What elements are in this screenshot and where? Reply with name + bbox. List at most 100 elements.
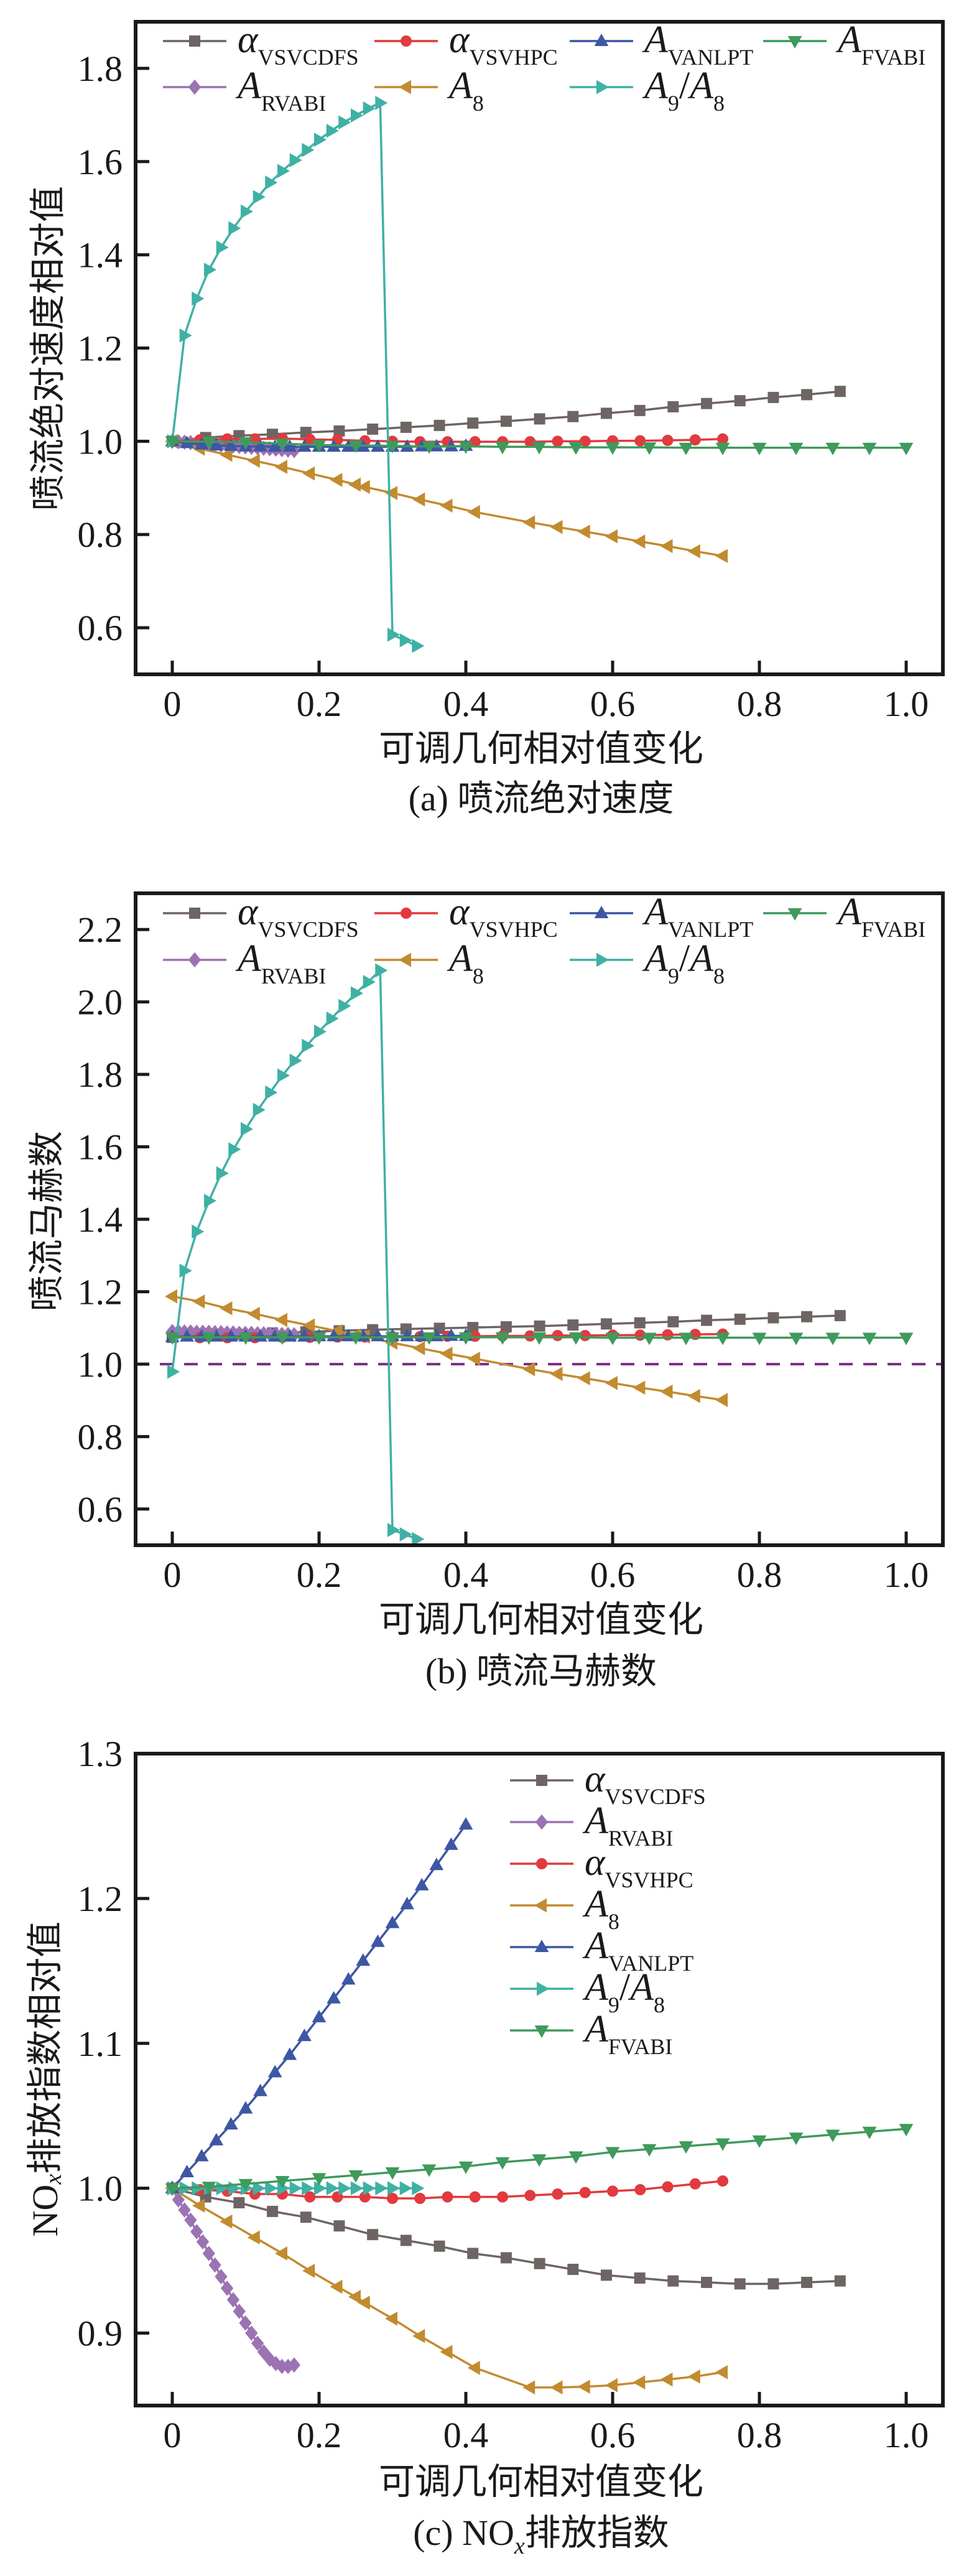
series-c-a_fvabi bbox=[165, 2124, 914, 2196]
point-c-a9_a8-16 bbox=[363, 2181, 376, 2196]
legend-label-b-a_8-part-0: A bbox=[447, 937, 473, 980]
x-tick-label-a-0: 0 bbox=[164, 684, 182, 724]
point-a-a9_a8-4 bbox=[216, 240, 229, 255]
legend-entry-b-alpha_vsvhpc: αVSVHPC bbox=[374, 891, 558, 942]
point-a-a_fvabi-4 bbox=[312, 440, 327, 453]
point-a-a_8-6 bbox=[330, 473, 343, 487]
legend-entry-a-a_rvabi: ARVABI bbox=[163, 65, 326, 116]
legend-label-b-a_rvabi-part-1: RVABI bbox=[261, 964, 326, 988]
point-c-alpha_vsvhpc-13 bbox=[524, 2190, 536, 2202]
y-tick-label-c-0: 0.9 bbox=[78, 2313, 123, 2354]
point-a-a_fvabi-0 bbox=[165, 436, 180, 449]
point-a-a_8-15 bbox=[577, 524, 590, 539]
point-c-a_vanlpt-15 bbox=[385, 1915, 400, 1928]
series-c-a_rvabi bbox=[165, 2180, 301, 2374]
legend-label-c-alpha_vsvhpc-part-1: VSVHPC bbox=[605, 1867, 693, 1892]
legend-label-a-alpha_vsvhpc-part-0: α bbox=[449, 19, 470, 61]
point-a-alpha_vsvhpc-14 bbox=[552, 435, 563, 447]
point-b-a_8-20 bbox=[715, 1393, 728, 1407]
point-c-a_vanlpt-14 bbox=[371, 1934, 385, 1947]
point-c-a_rvabi-4 bbox=[190, 2224, 203, 2239]
point-c-a_fvabi-16 bbox=[752, 2135, 767, 2148]
point-b-alpha_vsvhpc-13 bbox=[524, 1330, 536, 1342]
point-a-a_8-7 bbox=[348, 477, 361, 492]
point-c-alpha_vsvcdfs-10 bbox=[500, 2252, 512, 2264]
point-c-a9_a8-8 bbox=[265, 2181, 278, 2196]
x-axis-label-c: 可调几何相对值变化 bbox=[379, 2462, 703, 2502]
point-c-alpha_vsvhpc-20 bbox=[717, 2175, 728, 2187]
point-b-a_fvabi-18 bbox=[825, 1332, 840, 1346]
point-a-a9_a8-10 bbox=[289, 153, 302, 167]
legend-label-b-a9_a8-part-1: 9 bbox=[668, 964, 679, 988]
point-a-alpha_vsvcdfs-20 bbox=[834, 386, 846, 398]
legend-label-c-a_fvabi-part-0: A bbox=[582, 2008, 609, 2050]
point-c-a_fvabi-2 bbox=[238, 2178, 253, 2192]
point-b-a9_a8-19 bbox=[399, 1527, 412, 1541]
point-c-a_vanlpt-9 bbox=[297, 2029, 312, 2042]
y-axis-label-b: 喷流马赫数 bbox=[27, 1131, 67, 1311]
point-b-a_8-15 bbox=[577, 1371, 590, 1385]
y-tick-label-a-3: 1.2 bbox=[78, 328, 123, 369]
point-c-a9_a8-20 bbox=[412, 2181, 425, 2196]
point-c-a9_a8-14 bbox=[338, 2181, 351, 2196]
point-b-a_8-19 bbox=[687, 1388, 700, 1403]
legend-label-c-alpha_vsvhpc-part-0: α bbox=[585, 1841, 606, 1884]
y-tick-label-a-2: 1.0 bbox=[78, 421, 123, 462]
point-c-a_vanlpt-2 bbox=[194, 2149, 209, 2162]
point-b-a_8-17 bbox=[633, 1380, 646, 1395]
x-tick-label-c-5: 1.0 bbox=[884, 2415, 929, 2455]
legend-label-c-a9_a8-part-2: / bbox=[619, 1966, 631, 2009]
point-b-alpha_vsvcdfs-18 bbox=[767, 1312, 779, 1324]
point-a-a_fvabi-2 bbox=[238, 437, 253, 450]
point-a-a_8-2 bbox=[220, 447, 233, 462]
point-b-a_8-12 bbox=[467, 1351, 480, 1366]
point-a-a_fvabi-20 bbox=[899, 442, 914, 455]
y-tick-label-a-1: 0.8 bbox=[78, 514, 123, 555]
point-b-a9_a8-17 bbox=[375, 963, 388, 978]
point-c-a_vanlpt-20 bbox=[458, 1817, 473, 1830]
point-a-a_8-9 bbox=[384, 486, 397, 500]
point-a-a_8-13 bbox=[522, 515, 536, 530]
legend-label-b-a_8: A8 bbox=[447, 937, 484, 988]
point-c-a_fvabi-12 bbox=[605, 2147, 620, 2160]
point-c-alpha_vsvcdfs-9 bbox=[467, 2248, 479, 2259]
point-a-a9_a8-17 bbox=[375, 96, 388, 110]
x-tick-label-a-1: 0.2 bbox=[297, 684, 342, 724]
point-c-a9_a8-13 bbox=[326, 2181, 339, 2196]
y-axis-label-a: 喷流绝对速度相对值 bbox=[28, 186, 68, 511]
point-c-a_8-6 bbox=[330, 2279, 343, 2294]
point-a-a_vanlpt-4 bbox=[224, 438, 238, 451]
series-b-a9_a8 bbox=[167, 963, 425, 1545]
point-a-a9_a8-7 bbox=[253, 190, 266, 205]
plot-area-c bbox=[164, 1817, 914, 2395]
point-c-a_vanlpt-18 bbox=[429, 1858, 444, 1871]
chart-a: 0 0.2 0.4 0.6 0.8 1.00.60.81.01.21.41.61.8αVS… bbox=[78, 19, 945, 724]
legend-label-b-a_rvabi: ARVABI bbox=[235, 937, 326, 988]
point-c-a_8-9 bbox=[384, 2311, 397, 2326]
legend-label-b-a9_a8-part-2: / bbox=[679, 937, 690, 980]
legend-marker-c-a_rvabi bbox=[535, 1814, 549, 1830]
point-a-alpha_vsvhpc-13 bbox=[524, 436, 536, 448]
point-a-alpha_vsvcdfs-8 bbox=[434, 419, 445, 431]
point-a-a9_a8-8 bbox=[265, 175, 278, 190]
point-a-a_vanlpt-19 bbox=[444, 439, 458, 452]
legend-label-b-alpha_vsvcdfs-part-0: α bbox=[238, 891, 259, 933]
legend-label-c-a_8-part-1: 8 bbox=[608, 1909, 619, 1934]
point-c-alpha_vsvcdfs-14 bbox=[634, 2272, 646, 2284]
point-a-a_fvabi-5 bbox=[348, 440, 363, 453]
legend-label-b-a_rvabi-part-0: A bbox=[235, 937, 262, 980]
point-b-a9_a8-8 bbox=[265, 1085, 278, 1100]
y-tick-label-c-3: 1.2 bbox=[78, 1879, 123, 1919]
point-a-a_8-18 bbox=[660, 539, 673, 554]
point-c-a_8-8 bbox=[357, 2295, 370, 2310]
legend-label-c-alpha_vsvcdfs: αVSVCDFS bbox=[585, 1758, 706, 1809]
legend-label-a-a9_a8-part-1: 9 bbox=[668, 91, 679, 116]
point-a-alpha_vsvcdfs-13 bbox=[600, 407, 612, 419]
series-c-a_8 bbox=[164, 2181, 728, 2395]
point-a-alpha_vsvhpc-20 bbox=[717, 433, 728, 445]
point-c-alpha_vsvhpc-16 bbox=[607, 2185, 618, 2197]
legend-label-a-alpha_vsvhpc-part-1: VSVHPC bbox=[470, 45, 558, 70]
point-c-a_vanlpt-10 bbox=[312, 2009, 327, 2022]
point-a-a9_a8-20 bbox=[412, 638, 425, 653]
legend-label-a-a_fvabi-part-1: FVABI bbox=[861, 45, 925, 70]
